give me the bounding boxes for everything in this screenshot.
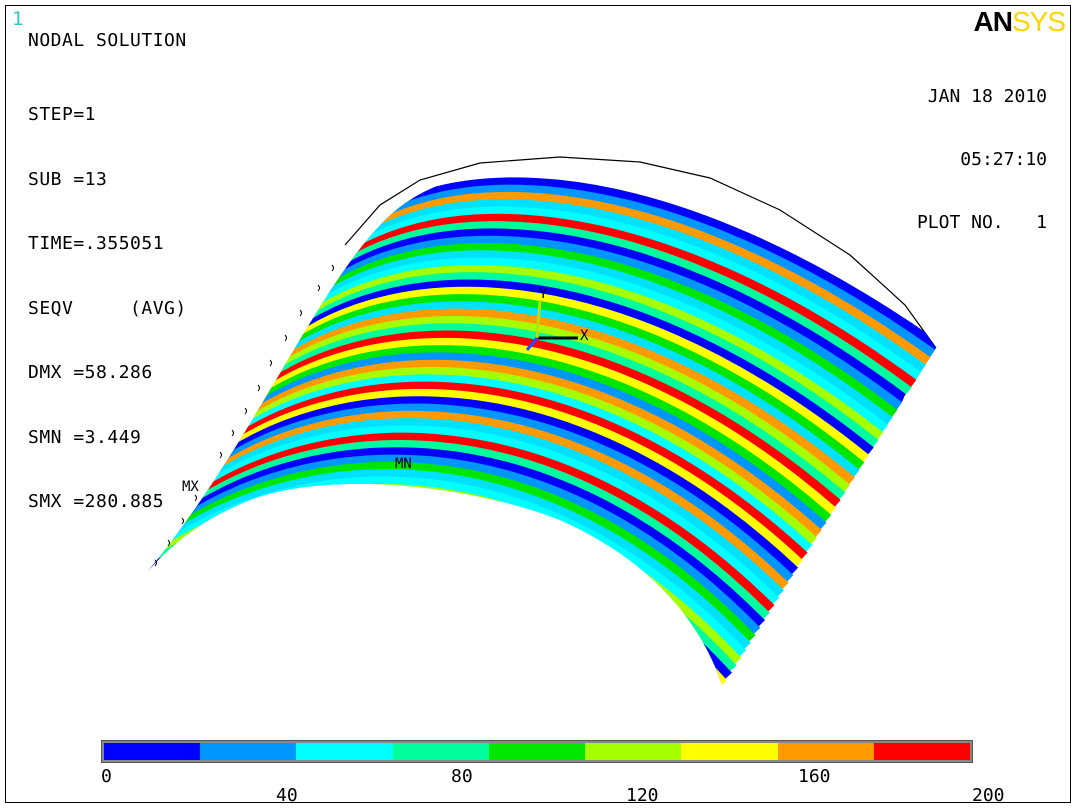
plot-stamp: JAN 18 2010 05:27:10 PLOT NO. 1 [917, 44, 1047, 254]
plot-title: NODAL SOLUTION [28, 30, 187, 51]
stat-time: TIME=.355051 [28, 233, 165, 254]
axis-triad: X Y [525, 286, 589, 351]
legend-tick-40: 40 [276, 785, 298, 806]
legend-tick-160: 160 [798, 766, 831, 787]
legend-segment-4 [488, 743, 586, 760]
z-axis-line [525, 337, 539, 351]
legend-tick-0: 0 [101, 766, 112, 787]
x-axis-label: X [580, 328, 589, 344]
plot-time: 05:27:10 [960, 149, 1047, 170]
undeformed-edge [344, 156, 937, 349]
window-number: 1 [12, 8, 24, 30]
solution-stats: STEP=1 SUB =13 TIME=.355051 SEQV (AVG) D… [28, 61, 187, 534]
plot-number: PLOT NO. 1 [916, 212, 1047, 233]
max-marker: MX [182, 479, 199, 495]
stress-bands [142, 177, 936, 685]
stat-seqv: SEQV (AVG) [28, 297, 187, 319]
legend-tick-120: 120 [626, 785, 659, 806]
stat-smn: SMN =3.449 [28, 426, 142, 448]
legend-segment-0 [104, 743, 201, 760]
legend-segment-6 [681, 743, 778, 760]
y-axis-line [535, 299, 542, 339]
legend-tick-200: 200 [972, 785, 1005, 806]
contour-legend [101, 740, 973, 763]
edge-markers [154, 264, 334, 567]
legend-segment-3 [392, 743, 489, 760]
legend-segment-2 [296, 743, 393, 760]
stat-smx: SMX =280.885 [28, 491, 165, 512]
legend-segment-5 [585, 743, 682, 760]
legend-segment-7 [777, 743, 874, 760]
stat-dmx: DMX =58.286 [28, 362, 153, 383]
stat-sub: SUB =13 [28, 168, 108, 190]
ansys-logo: ANSYS [973, 6, 1066, 37]
plot-date: JAN 18 2010 [927, 86, 1047, 107]
stat-step: STEP=1 [28, 104, 97, 125]
legend-segment-8 [873, 743, 970, 760]
legend-segment-1 [200, 743, 297, 760]
y-axis-label: Y [539, 286, 548, 302]
min-marker: MN [395, 456, 412, 472]
legend-tick-80: 80 [451, 766, 473, 787]
